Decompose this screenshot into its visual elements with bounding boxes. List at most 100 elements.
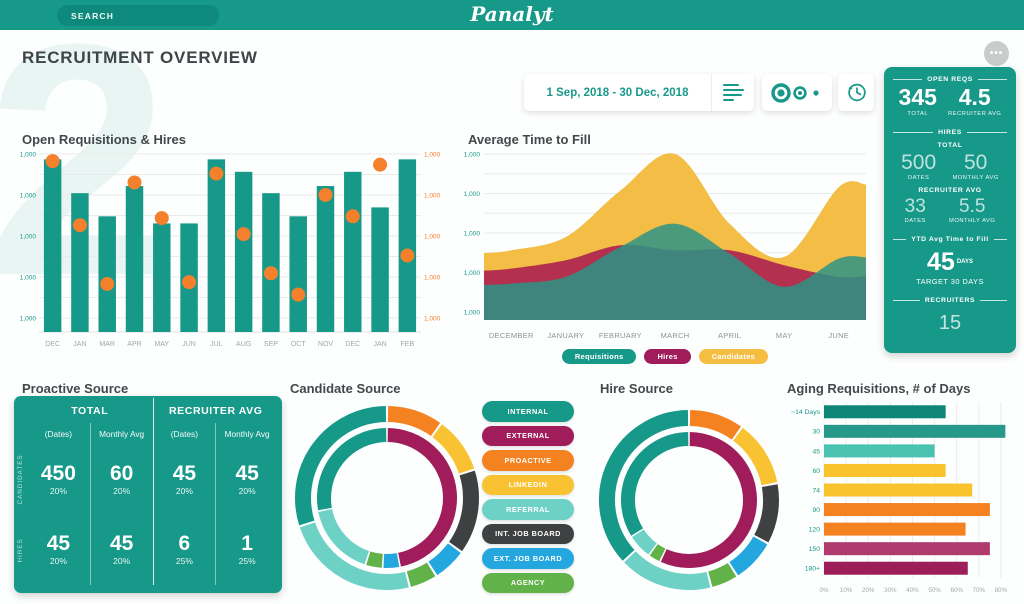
y-tick-right: 1,000 xyxy=(424,274,441,281)
area-series-requisitions[interactable] xyxy=(484,223,866,320)
requisition-bar[interactable] xyxy=(344,171,362,332)
aging-bar[interactable] xyxy=(824,522,966,536)
legend-pill-hires[interactable]: Hires xyxy=(644,349,691,364)
aging-bar[interactable] xyxy=(824,444,935,458)
requisition-bar[interactable] xyxy=(43,159,62,332)
outer-segment-referral[interactable] xyxy=(299,522,409,590)
ytd-avg-time-to-fill: 45 DAYS TARGET 30 DAYS xyxy=(916,247,984,286)
inner-segment-internal[interactable] xyxy=(317,428,387,511)
aging-bar[interactable] xyxy=(824,483,973,497)
requisition-bar[interactable] xyxy=(398,159,417,332)
category-label: 30 xyxy=(812,429,820,436)
requisition-bar[interactable] xyxy=(207,159,226,332)
aging-bar[interactable] xyxy=(824,424,1006,438)
source-legend-pill-external[interactable]: EXTERNAL xyxy=(482,425,574,446)
requisition-bar[interactable] xyxy=(262,193,280,332)
aging-bar[interactable] xyxy=(824,542,990,556)
y-tick: 1,000 xyxy=(464,230,481,237)
avg-time-chart-title: Average Time to Fill xyxy=(468,132,591,147)
category-label: 60 xyxy=(812,468,820,475)
outer-segment-int-job-board[interactable] xyxy=(448,470,479,552)
inner-segment-internal[interactable] xyxy=(621,432,689,536)
x-label: JUL xyxy=(210,341,223,348)
requisition-bar[interactable] xyxy=(234,171,253,332)
outer-segment-internal[interactable] xyxy=(599,410,689,561)
hire-dot[interactable] xyxy=(72,218,87,233)
requisition-bar[interactable] xyxy=(153,223,171,332)
legend-pill-candidates[interactable]: Candidates xyxy=(698,349,769,364)
source-legend-pill-int-job-board[interactable]: INT. JOB BOARD xyxy=(482,523,574,544)
requisition-bar[interactable] xyxy=(316,186,335,332)
requisition-bar[interactable] xyxy=(125,186,144,332)
search-input[interactable] xyxy=(57,5,219,26)
recruiters-count: 15 xyxy=(938,312,962,335)
hire-dot[interactable] xyxy=(154,211,169,226)
outer-segment-ext-job-board[interactable] xyxy=(729,536,768,576)
outer-segment-agency[interactable] xyxy=(708,562,737,587)
hire-dot[interactable] xyxy=(45,154,60,169)
y-tick-right: 1,000 xyxy=(424,315,441,322)
outer-segment-proactive[interactable] xyxy=(689,410,742,440)
y-tick-left: 1,000 xyxy=(20,315,37,322)
inner-segment-agency[interactable] xyxy=(366,551,383,568)
hire-dot[interactable] xyxy=(373,157,388,172)
hire-dot[interactable] xyxy=(400,248,415,263)
hires-total-dates: 500 DATES xyxy=(901,150,937,181)
inner-segment-ext-job-board[interactable] xyxy=(383,553,400,568)
history-button[interactable] xyxy=(838,74,874,111)
requisition-bar[interactable] xyxy=(71,193,89,332)
outer-segment-proactive[interactable] xyxy=(387,406,441,437)
hire-dot[interactable] xyxy=(263,266,278,281)
inner-segment-external[interactable] xyxy=(660,432,757,568)
aging-bar[interactable] xyxy=(824,405,946,419)
hire-dot[interactable] xyxy=(236,227,251,242)
hire-dot[interactable] xyxy=(318,187,333,202)
source-legend: INTERNAL EXTERNAL PROACTIVE LINKEDIN REFERRA… xyxy=(482,401,574,593)
outer-segment-internal[interactable] xyxy=(295,406,387,526)
inner-segment-referral[interactable] xyxy=(318,508,370,565)
source-legend-pill-ext-job-board[interactable]: EXT. JOB BOARD xyxy=(482,548,574,569)
source-legend-pill-internal[interactable]: INTERNAL xyxy=(482,401,574,422)
hire-dot[interactable] xyxy=(291,287,306,302)
requisition-bar[interactable] xyxy=(371,207,389,332)
outer-segment-int-job-board[interactable] xyxy=(754,484,779,543)
category-label: 120 xyxy=(809,527,821,534)
filter-lines-icon[interactable] xyxy=(712,74,754,111)
more-options-button[interactable]: ••• xyxy=(984,41,1009,66)
x-label: SEP xyxy=(264,341,278,348)
category-label: 90 xyxy=(812,507,820,514)
hire-dot[interactable] xyxy=(182,275,197,290)
inner-segment-external[interactable] xyxy=(387,428,457,567)
outer-segment-referral[interactable] xyxy=(624,551,711,590)
granularity-toggle[interactable] xyxy=(762,74,832,111)
source-legend-pill-linkedin[interactable]: LINKEDIN xyxy=(482,474,574,495)
hire-dot[interactable] xyxy=(345,209,360,224)
outer-segment-linkedin[interactable] xyxy=(432,424,475,474)
outer-segment-agency[interactable] xyxy=(406,562,436,587)
inner-segment-agency[interactable] xyxy=(649,543,666,562)
aging-bar[interactable] xyxy=(824,463,946,477)
table-cell: 45 20% xyxy=(152,444,216,515)
outer-segment-ext-job-board[interactable] xyxy=(428,543,461,576)
outer-segment-linkedin[interactable] xyxy=(732,427,778,486)
aging-bar[interactable] xyxy=(824,503,990,517)
aging-requisitions-chart: 0% 10% 20% 30% 40% 50% 60% 70% 80% ~14 Days 30 45 60… xyxy=(791,402,1008,594)
x-tick: 80% xyxy=(995,587,1008,594)
category-label: 180+ xyxy=(805,566,820,573)
x-tick: 40% xyxy=(906,587,919,594)
hire-dot[interactable] xyxy=(127,175,142,190)
hire-dot[interactable] xyxy=(209,166,224,181)
requisition-bar[interactable] xyxy=(98,216,116,332)
hire-dot[interactable] xyxy=(100,276,115,291)
aging-bar[interactable] xyxy=(824,561,968,575)
source-legend-pill-agency[interactable]: AGENCY xyxy=(482,572,574,593)
requisition-bar[interactable] xyxy=(289,216,307,332)
source-legend-pill-proactive[interactable]: PROACTIVE xyxy=(482,450,574,471)
date-range-picker[interactable]: 1 Sep, 2018 - 30 Dec, 2018 xyxy=(524,74,754,111)
source-legend-pill-referral[interactable]: REFERRAL xyxy=(482,499,574,520)
inner-segment-referral[interactable] xyxy=(632,529,657,555)
legend-pill-requisitions[interactable]: Requisitions xyxy=(561,349,637,364)
circles-icon xyxy=(771,82,819,103)
table-group-total: TOTAL xyxy=(71,404,109,417)
hires-total-monthly: 50 MONTHLY AVG xyxy=(952,150,999,181)
